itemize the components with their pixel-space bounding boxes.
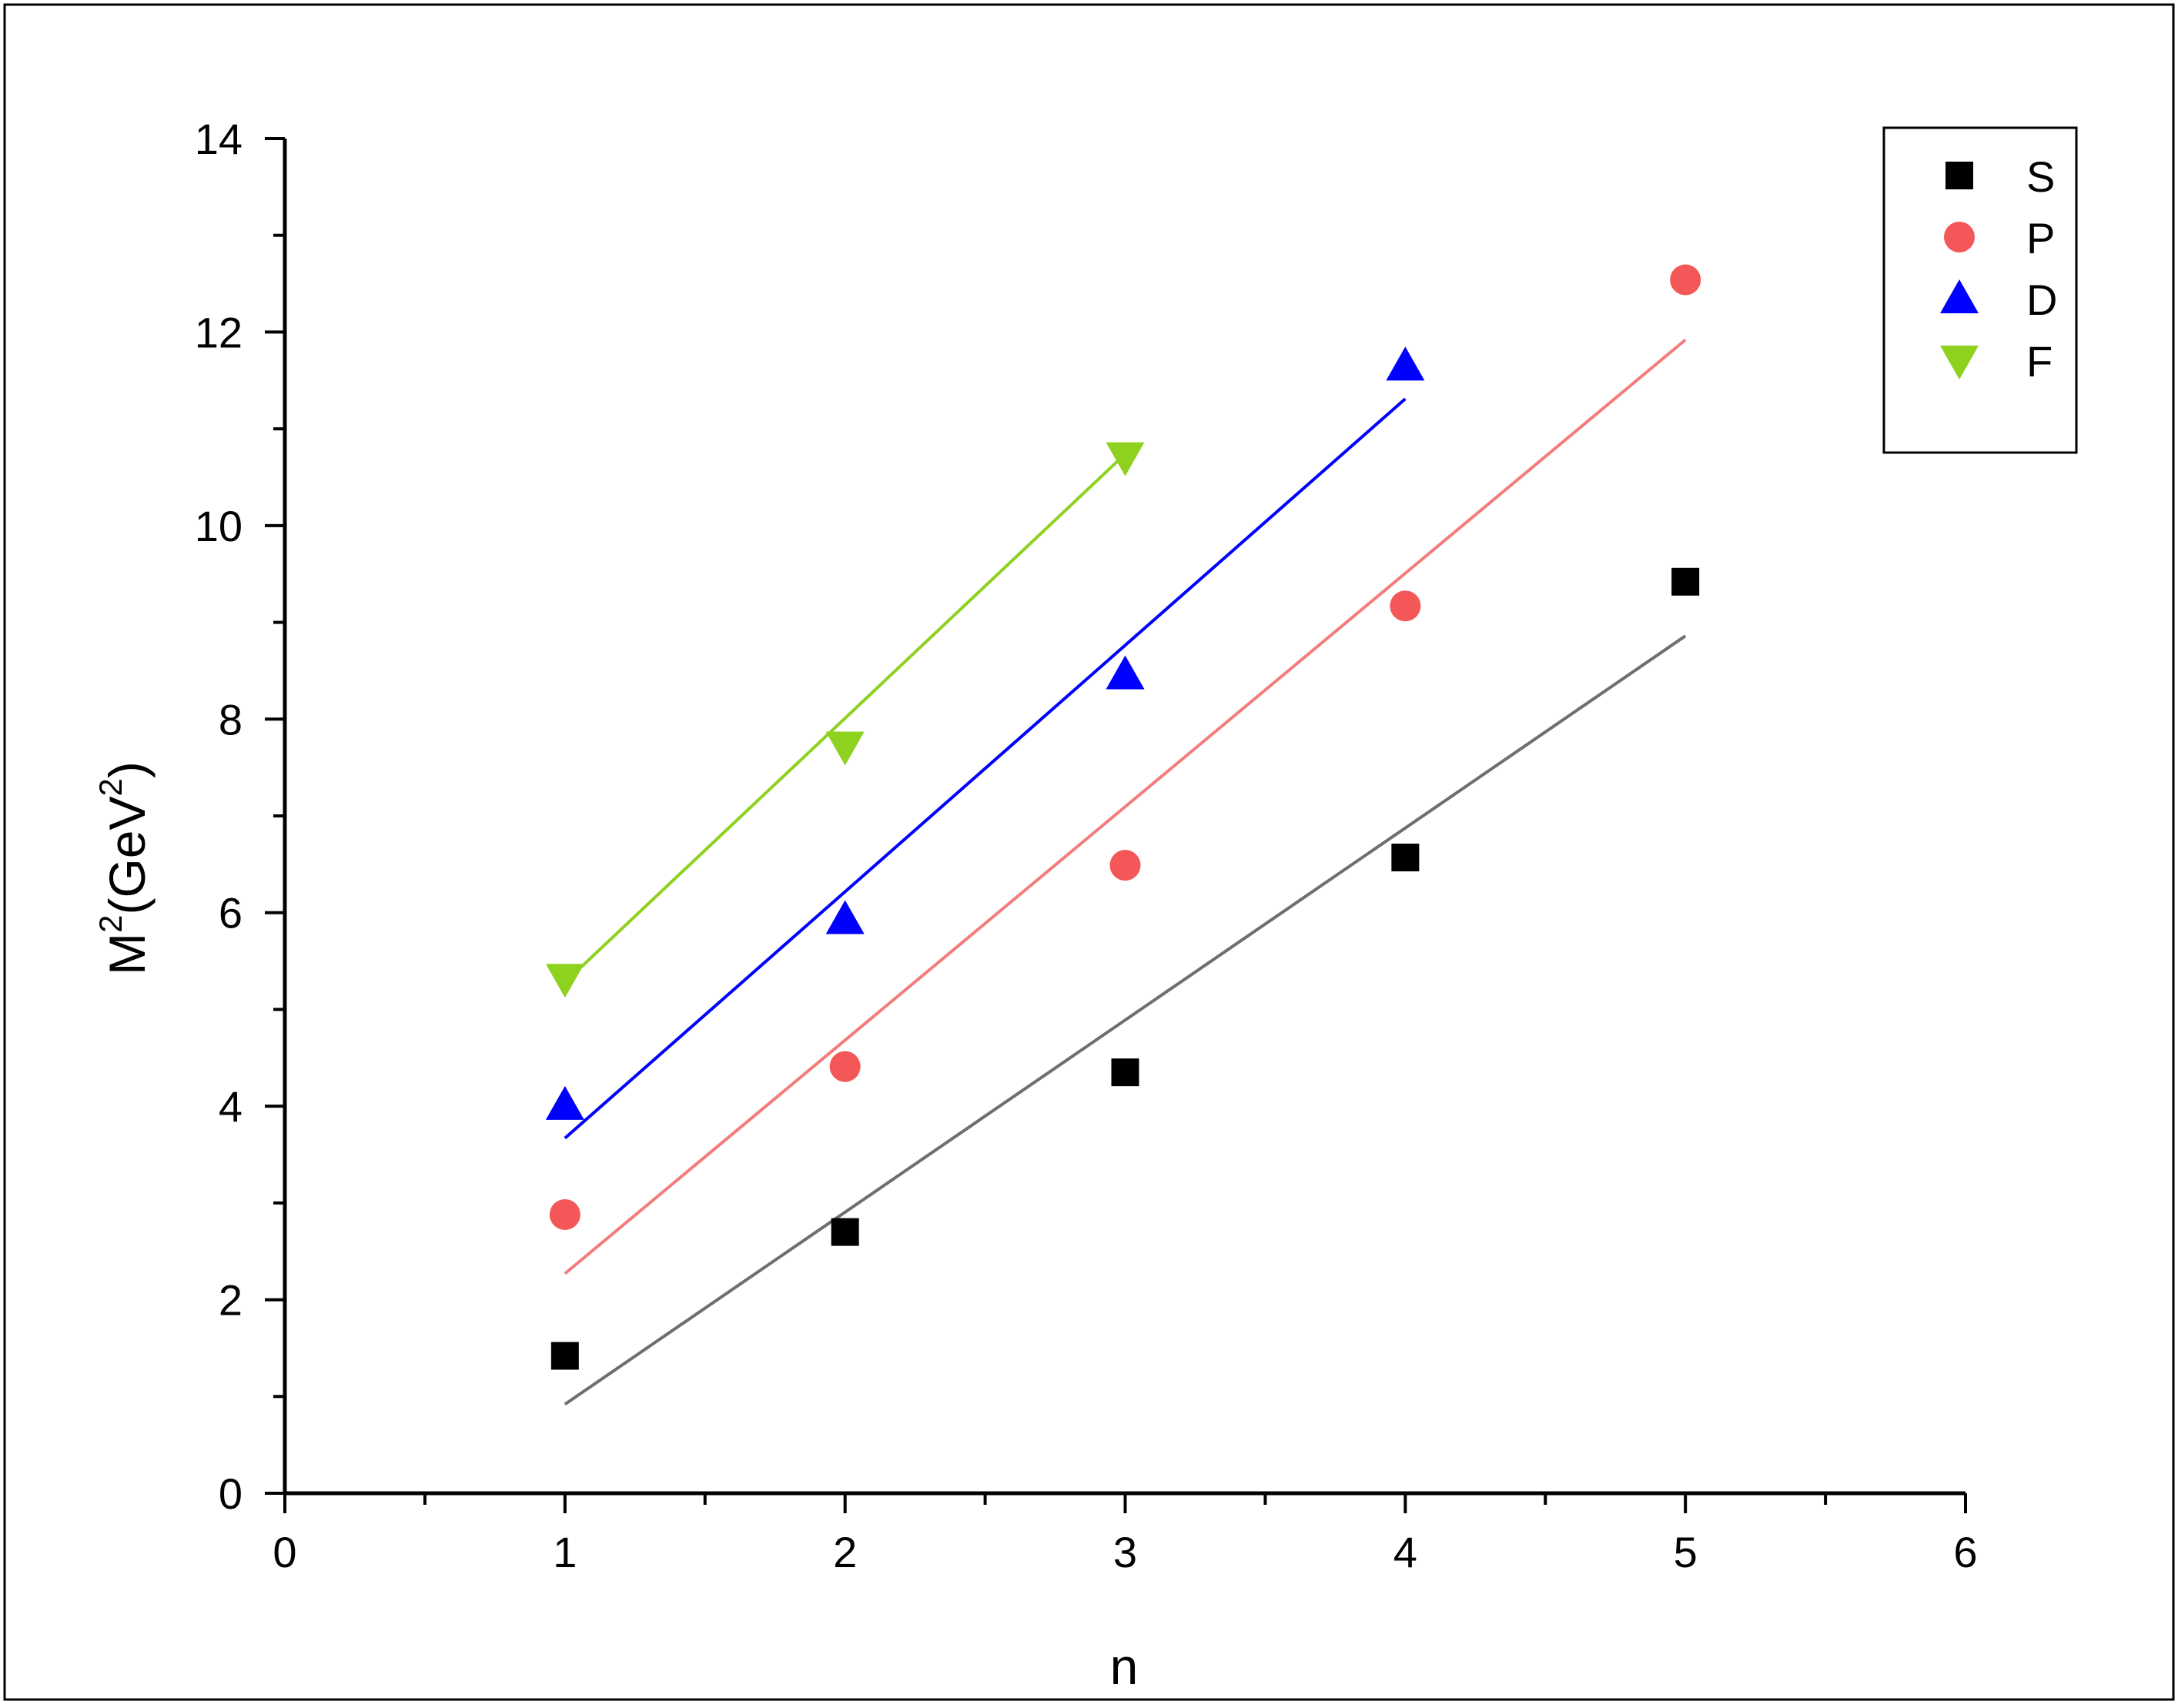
figure-frame xyxy=(3,3,2175,1701)
data-point-p xyxy=(1109,850,1141,881)
data-point-d xyxy=(1386,346,1425,381)
data-point-s xyxy=(1391,844,1420,872)
y-tick-label: 4 xyxy=(219,1082,243,1131)
data-point-p xyxy=(829,1051,861,1082)
x-tick-label: 2 xyxy=(833,1528,857,1576)
data-point-f xyxy=(1106,442,1145,476)
data-markers xyxy=(545,264,1701,1370)
y-tick-label: 10 xyxy=(195,502,243,550)
data-point-s xyxy=(550,1342,579,1370)
legend-label-d: D xyxy=(2026,276,2057,324)
y-axis-label-mid: (GeV xyxy=(99,796,156,914)
fit-line-p xyxy=(564,338,1687,1275)
data-point-p xyxy=(549,1198,580,1230)
legend-label-s: S xyxy=(2026,152,2055,201)
x-axis-label: n xyxy=(1110,1638,1139,1695)
x-tick-label: 0 xyxy=(273,1528,296,1576)
legend-marker-f xyxy=(1940,346,1979,379)
y-axis-label-base: M xyxy=(99,933,156,975)
data-point-s xyxy=(1111,1058,1139,1087)
y-tick-label: 6 xyxy=(219,889,243,938)
y-axis-label: M2(GeV2) xyxy=(92,761,156,975)
data-point-p xyxy=(1670,264,1701,296)
legend-label-p: P xyxy=(2026,214,2055,262)
x-tick-label: 1 xyxy=(553,1528,577,1576)
data-point-d xyxy=(825,900,865,934)
y-tick-label: 0 xyxy=(219,1469,243,1518)
y-tick-label: 2 xyxy=(219,1276,243,1325)
data-point-f xyxy=(825,731,865,766)
x-tick-label: 6 xyxy=(1953,1528,1977,1576)
data-point-d xyxy=(545,1085,584,1120)
legend-box xyxy=(1882,126,2078,454)
legend-label-f: F xyxy=(2026,337,2053,386)
y-axis-label-sup2: 2 xyxy=(92,778,129,796)
fit-lines xyxy=(564,338,1687,1406)
data-point-p xyxy=(1390,590,1421,622)
y-tick-label: 12 xyxy=(195,308,243,356)
x-tick-label: 3 xyxy=(1113,1528,1137,1576)
data-point-s xyxy=(1671,567,1700,596)
y-axis-label-sup1: 2 xyxy=(92,915,129,933)
x-tick-label: 5 xyxy=(1674,1528,1698,1576)
legend-marker-p xyxy=(1944,222,1975,252)
y-tick-label: 14 xyxy=(195,115,243,163)
legend-marker-d xyxy=(1940,279,1979,313)
data-point-s xyxy=(831,1218,859,1246)
legend-marker-s xyxy=(1945,162,1973,189)
fit-line-d xyxy=(564,397,1407,1140)
y-axis-label-end: ) xyxy=(99,761,156,778)
data-point-d xyxy=(1106,655,1145,690)
x-tick-label: 4 xyxy=(1393,1528,1417,1576)
fit-line-s xyxy=(564,634,1687,1406)
fit-line-f xyxy=(564,453,1126,984)
y-tick-label: 8 xyxy=(219,695,243,744)
data-point-f xyxy=(545,964,584,998)
